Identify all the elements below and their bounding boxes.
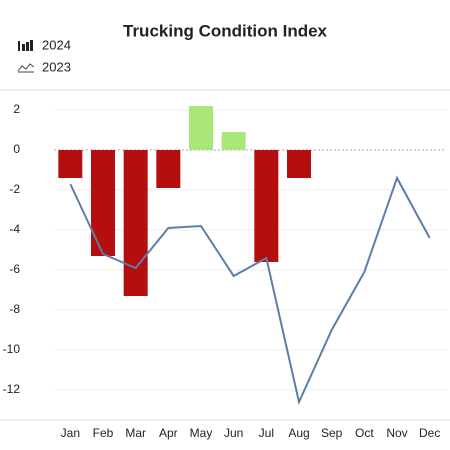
x-tick-label: Apr xyxy=(159,426,178,440)
x-tick-label: Jun xyxy=(224,426,243,440)
bar xyxy=(58,150,83,178)
y-tick-label: -12 xyxy=(3,382,21,396)
legend-line-icon xyxy=(17,63,35,72)
chart-title: Trucking Condition Index xyxy=(123,21,328,40)
x-tick-label: Nov xyxy=(386,426,407,440)
line xyxy=(69,175,431,406)
y-tick-label: -2 xyxy=(9,182,20,196)
bar xyxy=(189,106,213,150)
y-tick-label: -8 xyxy=(9,302,20,316)
x-tick-label: Feb xyxy=(93,426,114,440)
bar xyxy=(91,150,115,256)
legend: 2024 2023 xyxy=(17,37,71,74)
y-tick-label: -10 xyxy=(3,342,21,356)
legend-bar-icon xyxy=(18,40,33,51)
bar xyxy=(254,150,279,262)
bar xyxy=(123,150,148,296)
bar xyxy=(221,132,246,150)
x-tick-label: Jul xyxy=(259,426,274,440)
y-tick-label: -4 xyxy=(9,222,20,236)
bar xyxy=(156,150,181,188)
x-tick-label: May xyxy=(190,426,213,440)
legend-label: 2023 xyxy=(42,59,71,74)
y-tick-label: -6 xyxy=(9,262,20,276)
bar xyxy=(287,150,311,178)
y-tick-label: 2 xyxy=(13,102,20,116)
x-tick-label: Jan xyxy=(61,426,80,440)
y-tick-label: 0 xyxy=(13,142,20,156)
x-tick-label: Oct xyxy=(355,426,374,440)
legend-label: 2024 xyxy=(42,37,71,52)
x-tick-label: Dec xyxy=(419,426,440,440)
x-tick-label: Sep xyxy=(321,426,343,440)
x-tick-label: Aug xyxy=(288,426,309,440)
x-tick-label: Mar xyxy=(125,426,146,440)
